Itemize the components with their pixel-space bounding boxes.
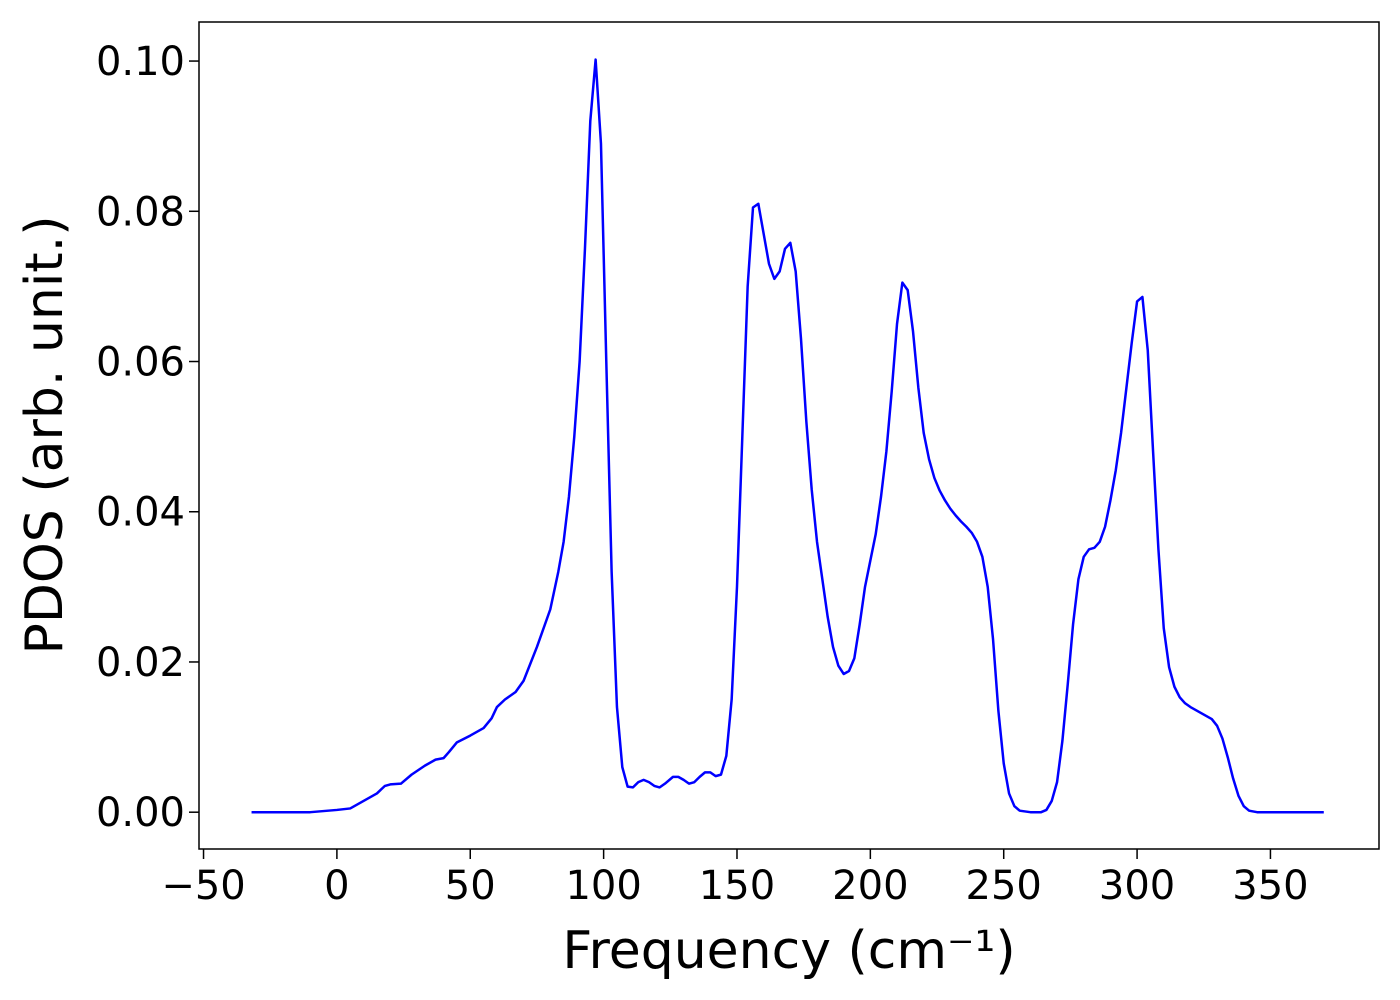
x-tick-label: 250 (966, 863, 1042, 909)
y-tick-label: 0.06 (96, 340, 185, 386)
y-tick-label: 0.00 (96, 790, 185, 836)
x-tick-label: 50 (445, 863, 496, 909)
x-tick-label: −50 (161, 863, 245, 909)
y-tick-label: 0.10 (96, 39, 185, 85)
y-tick-label: 0.02 (96, 640, 185, 686)
x-axis-label: Frequency (cm⁻¹) (562, 921, 1015, 981)
plot-frame (198, 21, 1380, 850)
x-tick-label: 350 (1232, 863, 1308, 909)
x-tick-label: 0 (324, 863, 349, 909)
x-tick-label: 150 (699, 863, 775, 909)
data-line (251, 58, 1324, 814)
y-tick-label: 0.08 (96, 189, 185, 235)
y-axis-label: PDOS (arb. unit.) (15, 215, 75, 654)
x-tick-label: 100 (565, 863, 641, 909)
y-tick-label: 0.04 (96, 490, 185, 536)
x-tick-label: 300 (1099, 863, 1175, 909)
x-tick-label: 200 (832, 863, 908, 909)
